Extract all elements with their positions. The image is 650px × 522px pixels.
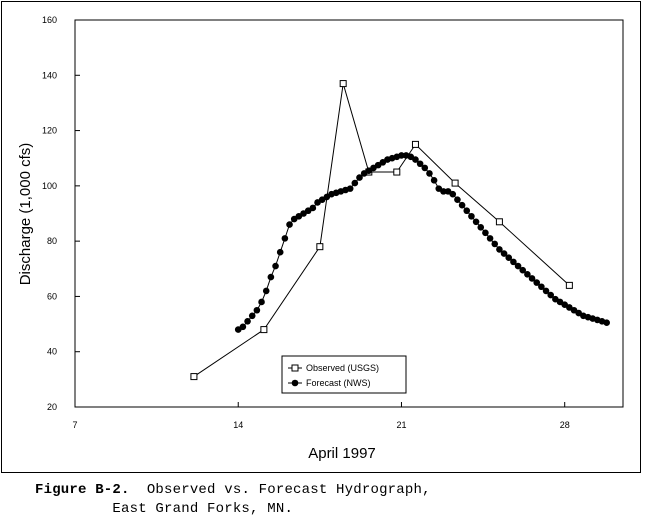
forecast-point bbox=[468, 212, 475, 220]
y-tick-label: 60 bbox=[47, 291, 57, 301]
y-axis-label: Discharge (1,000 cfs) bbox=[17, 143, 34, 286]
forecast-point bbox=[286, 221, 293, 228]
y-tick-label: 20 bbox=[47, 402, 57, 412]
forecast-point bbox=[267, 273, 275, 281]
observed-point bbox=[393, 168, 401, 176]
forecast-point bbox=[449, 190, 457, 198]
observed-point bbox=[451, 179, 459, 187]
forecast-point bbox=[346, 185, 354, 192]
forecast-point bbox=[514, 262, 522, 270]
legend-box bbox=[281, 355, 407, 394]
forecast-point bbox=[524, 271, 531, 278]
figure-caption: Figure B-2. Observed vs. Forecast Hydrog… bbox=[35, 481, 431, 519]
legend: Observed (USGS) Forecast (NWS) bbox=[281, 355, 407, 394]
forecast-point bbox=[482, 229, 489, 237]
forecast-point bbox=[421, 164, 429, 172]
caption-line-1: Observed vs. Forecast Hydrograph, bbox=[129, 482, 431, 498]
forecast-point bbox=[440, 188, 447, 195]
y-tick-label: 140 bbox=[42, 70, 57, 80]
x-tick-label: 7 bbox=[72, 420, 77, 430]
forecast-point bbox=[426, 170, 433, 177]
forecast-point bbox=[272, 262, 279, 270]
forecast-point bbox=[351, 179, 359, 187]
forecast-point bbox=[472, 218, 480, 226]
forecast-point bbox=[463, 207, 471, 215]
x-tick-label: 14 bbox=[233, 420, 243, 430]
observed-point bbox=[316, 243, 324, 251]
caption-line-2: East Grand Forks, MN. bbox=[35, 501, 294, 517]
x-tick-label: 28 bbox=[560, 420, 570, 430]
forecast-point bbox=[496, 246, 503, 253]
forecast-point bbox=[454, 196, 461, 203]
series-lines bbox=[193, 83, 607, 378]
forecast-point bbox=[505, 254, 513, 262]
forecast-point bbox=[458, 201, 466, 209]
observed-point bbox=[565, 281, 573, 289]
caption-label: Figure B-2. bbox=[35, 482, 130, 498]
hydrograph-chart: 20 40 60 80 100 120 140 160 7 14 21 28 April 1997 D… bbox=[17, 15, 624, 462]
legend-forecast-marker bbox=[291, 379, 299, 387]
forecast-point bbox=[258, 298, 265, 306]
plot-area bbox=[74, 19, 624, 408]
forecast-point bbox=[477, 224, 485, 231]
forecast-point bbox=[239, 323, 247, 331]
forecast-point bbox=[248, 312, 256, 320]
legend-observed-label: Observed (USGS) bbox=[306, 363, 379, 373]
observed-point bbox=[260, 326, 268, 334]
forecast-point bbox=[519, 266, 527, 274]
y-tick-label: 100 bbox=[42, 181, 57, 191]
observed-point bbox=[339, 80, 347, 88]
forecast-point bbox=[281, 235, 289, 242]
forecast-point bbox=[547, 291, 555, 299]
observed-point bbox=[190, 373, 198, 381]
forecast-point bbox=[528, 275, 536, 282]
forecast-point bbox=[491, 240, 499, 248]
forecast-point bbox=[253, 306, 261, 314]
y-tick-label: 120 bbox=[42, 126, 57, 136]
forecast-point bbox=[603, 319, 610, 326]
forecast-point bbox=[262, 287, 270, 295]
forecast-point bbox=[244, 318, 251, 325]
forecast-point bbox=[276, 248, 284, 256]
axis-ticks: 20 40 60 80 100 120 140 160 7 14 21 28 bbox=[42, 15, 570, 430]
observed-series-line bbox=[193, 83, 570, 378]
forecast-point bbox=[416, 160, 424, 168]
forecast-point bbox=[309, 204, 317, 212]
forecast-point bbox=[538, 283, 545, 291]
forecast-point bbox=[412, 156, 419, 163]
forecast-point bbox=[500, 250, 508, 257]
forecast-point bbox=[510, 258, 517, 266]
forecast-point bbox=[542, 287, 550, 295]
y-tick-label: 160 bbox=[42, 15, 57, 25]
legend-forecast-label: Forecast (NWS) bbox=[306, 378, 371, 388]
legend-observed-marker bbox=[291, 364, 299, 372]
observed-point bbox=[495, 218, 503, 226]
forecast-point bbox=[430, 177, 438, 184]
y-tick-label: 80 bbox=[47, 236, 57, 246]
x-tick-label: 21 bbox=[396, 420, 406, 430]
forecast-point bbox=[398, 152, 405, 159]
forecast-point bbox=[356, 174, 363, 181]
y-tick-label: 40 bbox=[47, 347, 57, 357]
x-axis-label: April 1997 bbox=[308, 445, 376, 462]
forecast-series-line bbox=[237, 154, 607, 331]
forecast-point bbox=[486, 235, 494, 242]
observed-point bbox=[411, 140, 419, 148]
series-markers bbox=[190, 80, 610, 381]
forecast-point bbox=[533, 279, 541, 286]
